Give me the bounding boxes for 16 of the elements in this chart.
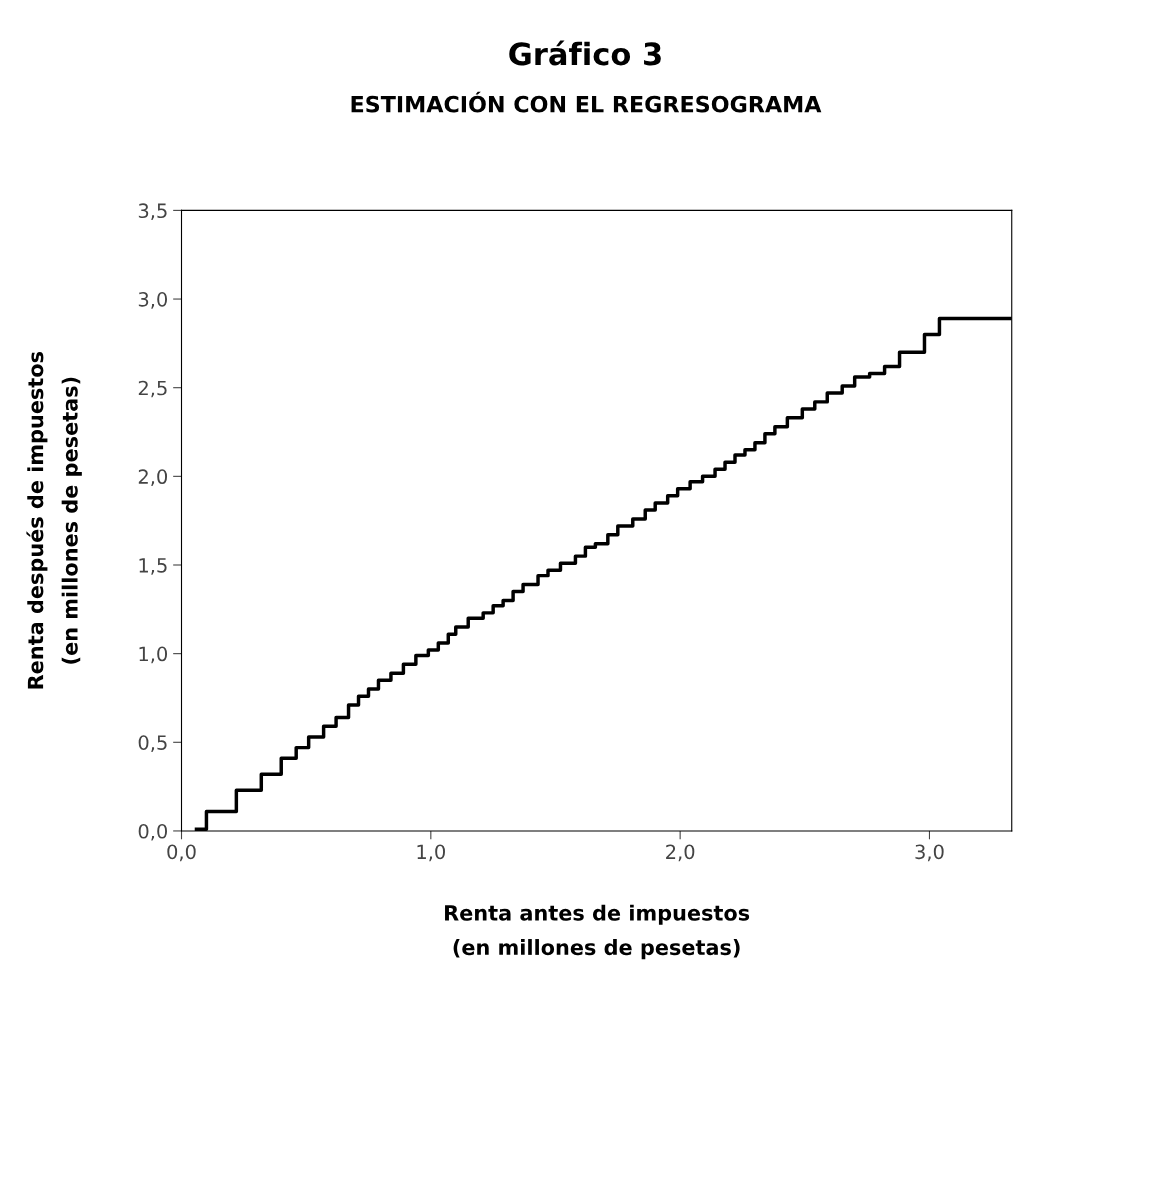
chart-title: Gráfico 3 bbox=[509, 40, 661, 66]
y-tick-label: 1,0 bbox=[139, 646, 168, 664]
y-tick-label: 0,0 bbox=[138, 823, 168, 841]
y-tick-label: 2,5 bbox=[138, 380, 167, 398]
x-axis-title: Renta antes de impuestos (en millones de pesetas) bbox=[445, 904, 750, 960]
y-tick-label: 3,5 bbox=[138, 203, 167, 221]
x-tick-label: 3,0 bbox=[915, 844, 944, 862]
x-tick-label: 2,0 bbox=[666, 844, 695, 862]
y-axis-title: Renta después de impuestos (en millones de pesetas) bbox=[26, 351, 82, 689]
y-tick-label: 2,0 bbox=[138, 469, 168, 486]
chart-subtitle: ESTIMACIÓN CON EL REGRESOGRAMA bbox=[351, 91, 822, 113]
y-tick-label: 0,5 bbox=[138, 735, 167, 752]
x-tick-label: 1,0 bbox=[417, 844, 445, 862]
y-tick-label: 3,0 bbox=[138, 292, 168, 309]
y-tick-label: 1,5 bbox=[139, 558, 167, 575]
x-tick-label: 0,0 bbox=[167, 844, 196, 862]
